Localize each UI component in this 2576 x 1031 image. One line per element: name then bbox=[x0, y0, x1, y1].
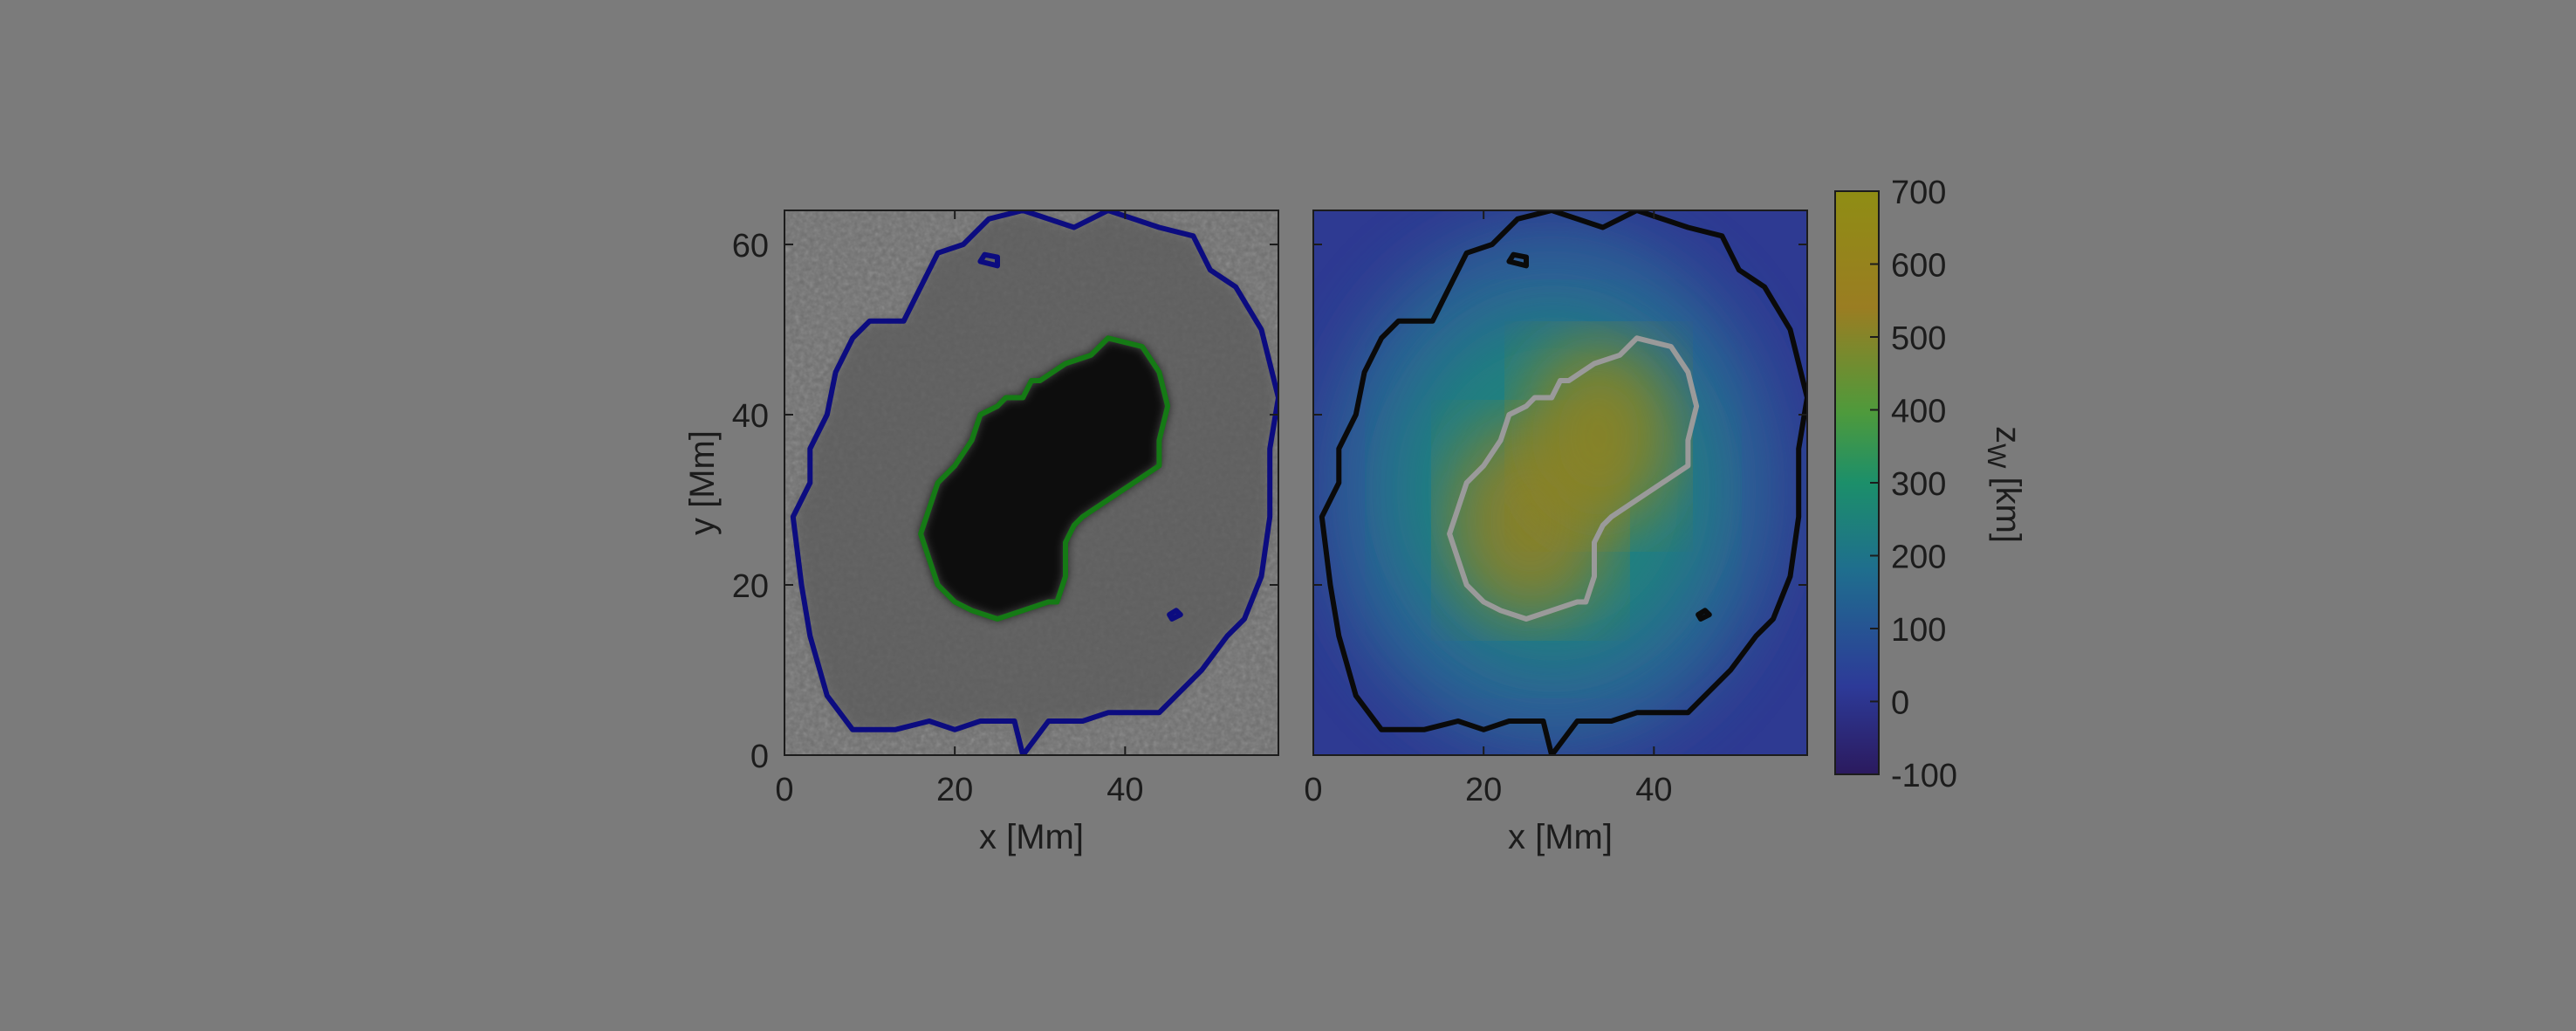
colorbar-ticks: 700 600 500 400 300 200 100 0 -100 bbox=[1870, 175, 1957, 794]
x-tick-label: 40 bbox=[1635, 772, 1672, 808]
colorbar: 700 600 500 400 300 200 100 0 -100 zW [km] bbox=[1834, 175, 2027, 794]
right-ticks: 0 20 40 bbox=[1304, 210, 1807, 808]
contour-blob2 bbox=[1696, 608, 1712, 622]
right-panel: 0 20 40 x [Mm] bbox=[1304, 210, 1808, 856]
x-tick-label: 0 bbox=[775, 772, 793, 808]
x-tick-label: 20 bbox=[1465, 772, 1502, 808]
contour-blob1 bbox=[977, 251, 1000, 269]
colorbar-tick-label: 200 bbox=[1891, 540, 1946, 576]
colorbar-label: zW [km] bbox=[1982, 426, 2027, 543]
right-axes-frame bbox=[1312, 210, 1808, 756]
colorbar-tick-label: 700 bbox=[1891, 175, 1946, 211]
colorbar-tick-label: 500 bbox=[1891, 320, 1946, 357]
colorbar-tick-label: 600 bbox=[1891, 248, 1946, 285]
contour-inner bbox=[918, 335, 1171, 622]
contour-blob2 bbox=[1167, 608, 1183, 622]
y-tick-label: 20 bbox=[732, 568, 769, 605]
left-axes-frame bbox=[784, 210, 1279, 756]
x-tick-label: 20 bbox=[936, 772, 973, 808]
colorbar-tick-label: 400 bbox=[1891, 394, 1946, 430]
left-y-axis-label: y [Mm] bbox=[683, 430, 722, 535]
x-tick-label: 40 bbox=[1106, 772, 1143, 808]
colorbar-tick-label: 0 bbox=[1891, 685, 1909, 722]
right-x-axis-label: x [Mm] bbox=[1508, 818, 1613, 856]
umbra-region bbox=[921, 338, 1168, 619]
left-panel: 0 20 40 0 20 40 60 x [Mm] y [Mm] bbox=[683, 210, 1279, 856]
left-contours bbox=[790, 210, 1278, 755]
y-tick-label: 40 bbox=[732, 398, 769, 435]
colorbar-tick-label: 300 bbox=[1891, 466, 1946, 503]
colorbar-tick-label: -100 bbox=[1891, 758, 1957, 794]
contour-blob1 bbox=[1506, 251, 1529, 269]
left-x-axis-label: x [Mm] bbox=[979, 818, 1084, 856]
right-contours bbox=[1319, 210, 1807, 755]
zw-core-upper bbox=[1520, 340, 1677, 533]
y-tick-label: 0 bbox=[750, 739, 769, 775]
colorbar-label-main: z bbox=[1989, 426, 2027, 443]
left-ticks: 0 20 40 0 20 40 60 bbox=[732, 210, 1278, 808]
contour-outer bbox=[790, 210, 1278, 755]
contour-inner bbox=[1447, 335, 1700, 622]
y-tick-label: 60 bbox=[732, 228, 769, 265]
contour-outer bbox=[1319, 210, 1807, 755]
x-tick-label: 0 bbox=[1304, 772, 1322, 808]
colorbar-label-unit: [km] bbox=[1989, 477, 2027, 543]
colorbar-label-subscript: W bbox=[1982, 443, 2011, 469]
colorbar-tick-label: 100 bbox=[1891, 612, 1946, 649]
